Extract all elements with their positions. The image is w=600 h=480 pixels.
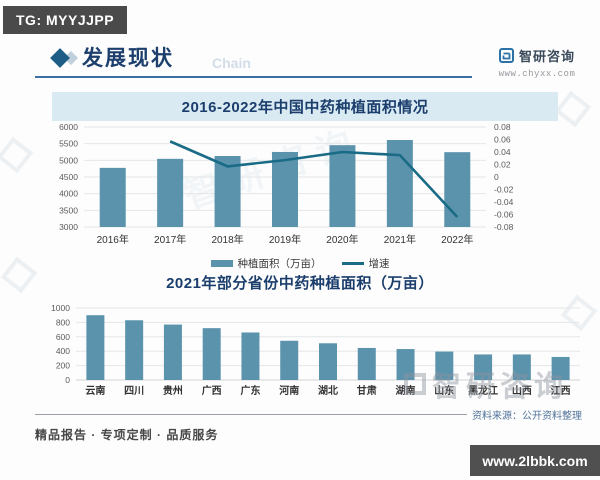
combo-chart-svg: 6000 5500 5000 4500 4000 3500 3000 0.08 0.06 0.04… <box>59 122 514 246</box>
svg-text:0.02: 0.02 <box>494 160 511 170</box>
svg-text:6000: 6000 <box>59 122 78 132</box>
zhiyan-logo: 智研咨询 www.chyxx.com <box>484 46 590 79</box>
svg-text:甘肃: 甘肃 <box>357 384 377 397</box>
svg-text:四川: 四川 <box>124 385 144 397</box>
svg-text:湖北: 湖北 <box>318 384 338 397</box>
chart1-title-banner: 2016-2022年中国中药种植面积情况 <box>52 92 558 121</box>
svg-text:1000: 1000 <box>51 303 70 313</box>
svg-text:0.08: 0.08 <box>494 122 511 132</box>
svg-text:2020年: 2020年 <box>326 233 358 246</box>
svg-text:0: 0 <box>494 172 499 182</box>
chain-watermark-text: Chain <box>212 55 251 71</box>
legend-item-area: 种植面积（万亩） <box>210 256 322 271</box>
legend-item-growth: 增速 <box>341 256 390 271</box>
svg-text:-0.08: -0.08 <box>494 222 514 232</box>
zhiyan-watermark: 智研咨询 <box>404 363 568 405</box>
zhiyan-logo-icon <box>498 48 514 63</box>
svg-text:山东: 山东 <box>434 384 454 397</box>
watermark-logo-glyph <box>0 136 34 174</box>
svg-text:山西: 山西 <box>512 384 532 397</box>
svg-text:河南: 河南 <box>279 384 299 397</box>
svg-text:江西: 江西 <box>551 384 571 397</box>
watermark-logo-icon <box>404 373 426 395</box>
footer-tagline: 精品报告 · 专项定制 · 品质服务 <box>35 428 219 442</box>
svg-text:贵州: 贵州 <box>163 384 183 397</box>
planting-area-combo-chart: 6000 5500 5000 4500 4000 3500 3000 0.08 0.06 0.04… <box>44 121 584 253</box>
svg-text:4000: 4000 <box>59 189 78 199</box>
svg-text:400: 400 <box>56 346 70 356</box>
svg-text:广西: 广西 <box>202 384 222 397</box>
footer-divider <box>35 414 467 415</box>
svg-text:0: 0 <box>65 375 70 385</box>
svg-text:200: 200 <box>56 361 70 371</box>
svg-text:3000: 3000 <box>59 222 78 232</box>
svg-text:黑龙江: 黑龙江 <box>468 384 498 397</box>
svg-text:5500: 5500 <box>59 139 78 149</box>
svg-text:-0.02: -0.02 <box>494 185 514 195</box>
line-swatch-icon <box>341 262 364 265</box>
svg-text:600: 600 <box>56 332 70 342</box>
chart1-title: 2016-2022年中国中药种植面积情况 <box>181 99 429 116</box>
svg-text:3500: 3500 <box>59 205 78 215</box>
svg-text:2021年: 2021年 <box>384 233 416 246</box>
svg-text:-0.04: -0.04 <box>494 197 514 207</box>
legend-label-growth: 增速 <box>368 258 390 270</box>
province-bar-chart: 1000 800 600 400 200 0 云南 四川 贵州 广西 广东 河南 湖北 甘肃 湖南 山东 黑龙江… <box>28 296 588 404</box>
telegram-badge[interactable]: TG: MYYJJPP <box>3 6 128 34</box>
province-chart-svg: 1000 800 600 400 200 0 云南 四川 贵州 广西 广东 河南 湖北 甘肃 湖南 山东 黑龙江… <box>51 303 580 397</box>
svg-text:广东: 广东 <box>240 384 260 397</box>
svg-text:云南: 云南 <box>85 384 105 397</box>
bar-swatch-icon <box>210 260 233 267</box>
data-source-note: 资料来源：公开资料整理 <box>472 411 582 422</box>
svg-text:2022年: 2022年 <box>441 233 473 246</box>
watermark-text: 智研咨询 <box>432 371 569 403</box>
svg-text:4500: 4500 <box>59 172 78 182</box>
diamond-icon <box>50 48 83 68</box>
logo-company-name: 智研咨询 <box>518 49 575 64</box>
svg-text:0.06: 0.06 <box>494 135 511 145</box>
svg-text:800: 800 <box>56 317 70 327</box>
svg-text:2016年: 2016年 <box>97 233 129 246</box>
page-title: 发展现状 <box>82 47 174 70</box>
header-divider <box>35 76 472 78</box>
website-badge[interactable]: www.2lbbk.com <box>470 445 600 476</box>
legend-label-area: 种植面积（万亩） <box>237 258 322 270</box>
logo-url[interactable]: www.chyxx.com <box>498 69 576 79</box>
svg-text:5000: 5000 <box>59 155 78 165</box>
svg-text:湖南: 湖南 <box>396 384 416 397</box>
svg-text:0.04: 0.04 <box>494 147 511 157</box>
svg-text:2017年: 2017年 <box>154 233 186 246</box>
chart1-legend: 种植面积（万亩） 增速 <box>0 256 600 271</box>
chart2-title: 2021年部分省份中药种植面积（万亩） <box>166 275 434 292</box>
svg-text:2018年: 2018年 <box>211 233 243 246</box>
svg-text:2019年: 2019年 <box>269 233 301 246</box>
svg-text:-0.06: -0.06 <box>494 210 514 220</box>
